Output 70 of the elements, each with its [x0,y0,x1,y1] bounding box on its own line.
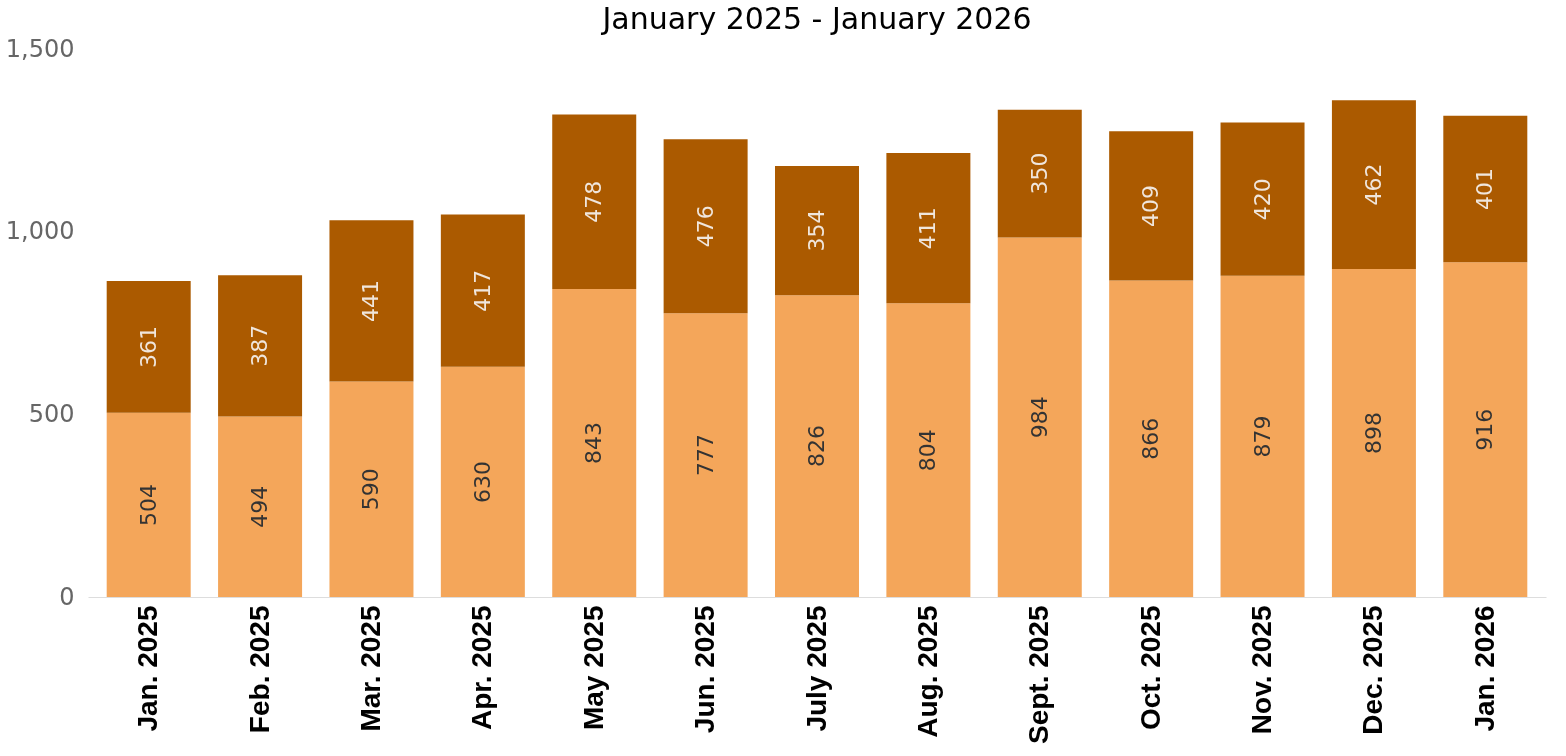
data-label: 866 [1138,417,1164,460]
bar [552,289,637,597]
bar [886,153,971,304]
bar [775,165,859,296]
bar [663,139,748,314]
x-tick-label: May 2025 [577,605,609,731]
y-tick-label: 500 [28,399,75,428]
chart-title: January 2025 - January 2026 [600,1,1032,36]
bar [552,114,637,290]
bar [1109,280,1194,597]
bar [106,280,191,413]
bar [106,412,191,597]
data-label: 476 [692,205,718,248]
y-tick-label: 1,500 [5,34,75,63]
bar [1220,122,1305,276]
bar [1109,131,1194,281]
bar [218,416,303,597]
data-label: 361 [135,325,161,368]
data-label: 417 [469,269,495,312]
bar [1331,268,1416,597]
data-label: 879 [1249,415,1275,458]
data-label: 350 [1026,152,1052,195]
data-label: 630 [469,460,495,503]
x-tick-label: Nov. 2025 [1246,605,1278,735]
data-label: 494 [247,485,273,528]
data-label: 984 [1026,396,1052,439]
data-label: 804 [915,429,941,472]
data-label: 462 [1360,163,1386,206]
data-label: 441 [358,279,384,322]
bar [1331,100,1416,269]
x-tick-label: Oct. 2025 [1134,605,1166,731]
x-tick-label: Jun. 2025 [689,605,721,734]
x-tick-label: Mar. 2025 [354,605,386,732]
x-tick-label: Feb. 2025 [243,605,275,734]
data-label: 387 [247,324,273,367]
data-label: 420 [1249,178,1275,221]
data-label: 354 [804,209,829,252]
x-tick-label: July 2025 [800,605,832,732]
x-tick-label: Jan. 2025 [132,605,164,732]
data-label: 409 [1138,184,1164,227]
x-tick-label: Dec. 2025 [1357,605,1389,735]
data-label: 843 [581,422,607,465]
data-label: 590 [358,468,384,511]
data-label: 504 [135,483,161,526]
x-tick-label: Aug. 2025 [911,605,943,738]
data-label: 401 [1472,168,1498,211]
data-label: 826 [804,425,829,468]
bar [1220,275,1305,597]
data-label: 777 [692,434,718,477]
data-label: 916 [1472,408,1498,451]
bar [218,275,303,417]
bar [775,295,859,597]
bar [997,109,1082,238]
data-label: 898 [1360,411,1386,454]
bar [886,303,971,597]
bar [329,220,414,382]
x-tick-label: Jan. 2026 [1468,605,1500,732]
data-label: 478 [581,180,607,223]
bar [663,313,748,597]
y-tick-label: 0 [59,582,75,611]
x-tick-label: Apr. 2025 [466,605,498,731]
bar [440,366,525,597]
bar [1443,262,1528,597]
bar [1443,115,1528,263]
bar [440,214,525,367]
y-tick-label: 1,000 [5,217,75,246]
x-tick-label: Sept. 2025 [1023,605,1055,745]
bar [997,237,1082,597]
bar [329,381,414,597]
data-label: 411 [915,207,941,250]
